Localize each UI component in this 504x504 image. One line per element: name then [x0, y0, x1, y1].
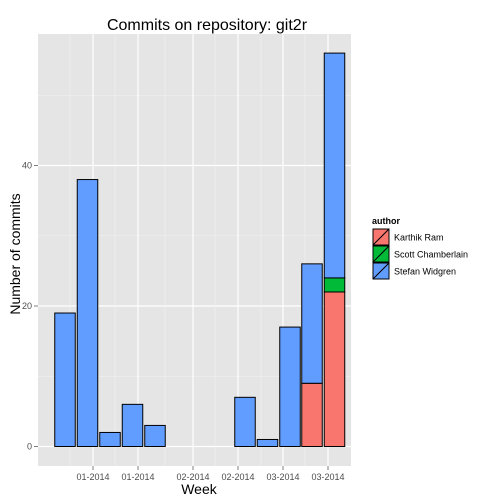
- bar-segment: [99, 431, 121, 448]
- legend-item: Scott Chamberlain: [372, 245, 468, 263]
- bar-segment: [256, 438, 279, 448]
- bar-segment: [323, 277, 346, 293]
- legend-item: Stefan Widgren: [372, 262, 456, 280]
- chart-title: Commits on repository: git2r: [107, 17, 308, 34]
- legend-label: Stefan Widgren: [394, 267, 456, 277]
- bar-segment: [144, 424, 166, 447]
- y-axis-title: Number of commits: [7, 193, 23, 314]
- bar-segment: [234, 396, 256, 448]
- legend-swatch-slash: [372, 228, 390, 246]
- x-axis-ticks: 01-2014 01-2014 02-2014 02-2014 03-2014 03-20…: [76, 466, 345, 482]
- legend-label: Karthik Ram: [394, 233, 444, 243]
- x-tick-label: 03-2014: [266, 472, 299, 482]
- bar-segment: [76, 179, 99, 448]
- bar-segment: [323, 52, 346, 279]
- y-tick-label: 0: [27, 442, 32, 452]
- bar-segment: [279, 326, 301, 448]
- x-axis-title: Week: [181, 481, 218, 497]
- x-tick-label: 03-2014: [311, 472, 344, 482]
- legend-swatch-slash: [372, 262, 390, 280]
- bar-segment: [121, 403, 144, 448]
- bar-segment: [54, 312, 76, 447]
- bar-segment: [301, 382, 323, 447]
- y-tick-label: 20: [22, 301, 32, 311]
- x-tick-label: 01-2014: [121, 472, 154, 482]
- legend-label: Scott Chamberlain: [394, 250, 468, 260]
- y-axis-ticks: 0 20 40: [22, 161, 38, 452]
- x-tick-label: 02-2014: [221, 472, 254, 482]
- legend-title: author: [372, 216, 400, 226]
- x-tick-label: 01-2014: [76, 472, 109, 482]
- legend: author Karthik Ram Scott Chamberlain Stefa…: [372, 216, 468, 280]
- legend-item: Karthik Ram: [372, 228, 444, 246]
- x-tick-label: 02-2014: [176, 472, 209, 482]
- bars: [54, 52, 346, 448]
- bar-segment: [301, 263, 323, 384]
- bar-segment: [323, 291, 346, 448]
- y-tick-label: 40: [22, 161, 32, 171]
- grid-lines: [38, 34, 351, 466]
- legend-swatch-slash: [372, 245, 390, 263]
